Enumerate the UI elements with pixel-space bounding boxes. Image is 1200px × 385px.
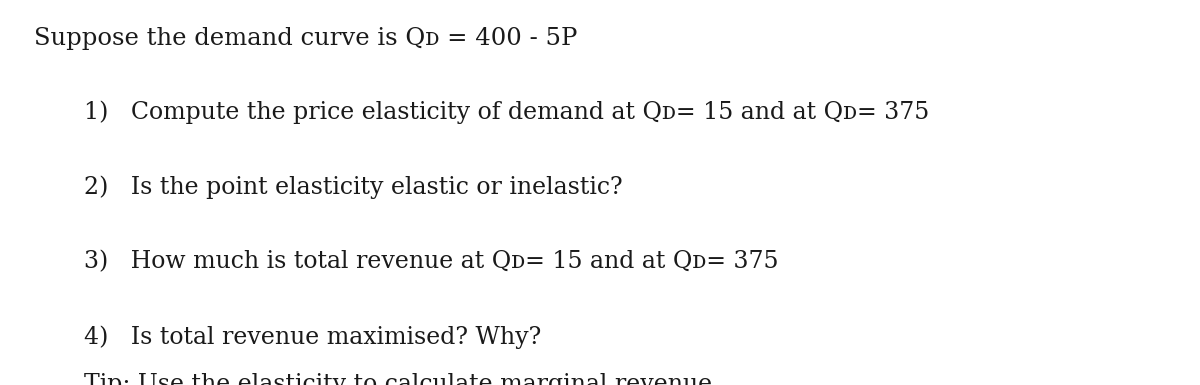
Text: Tip: Use the elasticity to calculate marginal revenue: Tip: Use the elasticity to calculate mar…	[84, 373, 712, 385]
Text: 1)   Compute the price elasticity of demand at Qᴅ= 15 and at Qᴅ= 375: 1) Compute the price elasticity of deman…	[84, 100, 929, 124]
Text: 3)   How much is total revenue at Qᴅ= 15 and at Qᴅ= 375: 3) How much is total revenue at Qᴅ= 15 a…	[84, 250, 779, 273]
Text: 2)   Is the point elasticity elastic or inelastic?: 2) Is the point elasticity elastic or in…	[84, 175, 623, 199]
Text: Suppose the demand curve is Qᴅ = 400 - 5P: Suppose the demand curve is Qᴅ = 400 - 5…	[34, 27, 577, 50]
Text: 4)   Is total revenue maximised? Why?: 4) Is total revenue maximised? Why?	[84, 325, 541, 349]
